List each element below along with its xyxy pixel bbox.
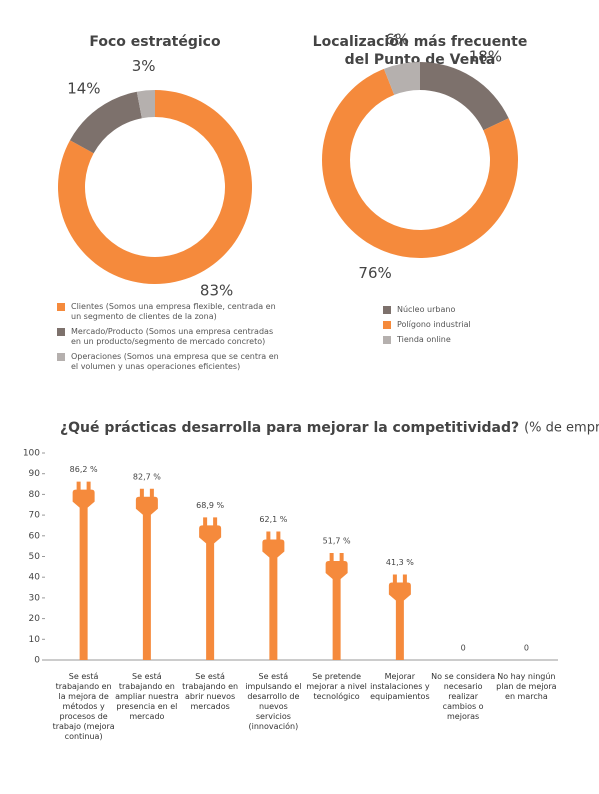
legend-item: Clientes (Somos una empresa flexible, ce… [57,302,282,322]
data-label: 0 [524,644,529,653]
legend-swatch [57,303,65,311]
x-tick-label: Se está trabajando en abrir nuevos merca… [182,672,239,711]
data-label: 62,1 % [259,515,287,524]
x-tick-label: Se pretende mejorar a nivel tecnológico [306,672,367,701]
legend-swatch [57,353,65,361]
data-label: 18% [469,47,502,65]
legend-swatch [383,336,391,344]
plug-bar [325,552,348,660]
x-tick-label: Mejorar instalaciones y equipamientos [370,672,430,701]
plug-bar [135,488,158,660]
chart-title: Localización más frecuente [313,34,528,50]
legend-label: Núcleo urbano [397,305,456,314]
legend-swatch [383,306,391,314]
plug-bar [72,481,95,660]
data-label: 0 [461,644,466,653]
y-tick-label: 70 [29,511,41,521]
chart-subtitle: (% de empresas) [524,421,599,436]
data-label: 82,7 % [133,472,161,481]
donut-slice [322,68,519,259]
legend-swatch [383,321,391,329]
data-label: 41,3 % [386,558,414,567]
x-tick-label: No hay ningún plan de mejora en marcha [496,672,557,701]
data-label: 3% [132,57,156,75]
legend-item: Tienda online [383,335,563,345]
donut-slice [383,62,420,95]
legend-label: Tienda online [397,335,451,344]
legend-label: Mercado/Producto (Somos una empresa cent… [71,327,274,346]
donut-slice [136,90,155,119]
y-tick-label: 30 [29,593,41,603]
data-label: 68,9 % [196,501,224,510]
plug-bar [199,517,222,660]
legend: Núcleo urbano Polígono industrial Tienda o… [383,305,563,350]
data-label: 6% [385,31,409,49]
legend-label: Polígono industrial [397,320,471,329]
y-tick-label: 50 [29,552,41,562]
legend-item: Mercado/Producto (Somos una empresa cent… [57,327,282,347]
x-tick-label: Se está impulsando el desarrollo de nuev… [245,672,302,731]
data-label: 86,2 % [70,465,98,474]
y-tick-label: 10 [29,635,41,645]
donut-slice [69,91,142,154]
data-label: 51,7 % [323,536,351,545]
legend-swatch [57,328,65,336]
chart-title: ¿Qué prácticas desarrolla para mejorar l… [60,420,519,436]
y-tick-label: 80 [29,490,41,500]
data-label: 76% [358,264,391,282]
y-tick-label: 40 [29,573,41,583]
x-tick-label: No se considera necesario realizar cambi… [431,672,496,721]
data-label: 83% [200,282,233,300]
chart-title: Foco estratégico [89,34,221,50]
legend: Clientes (Somos una empresa flexible, ce… [57,302,282,377]
legend-item: Polígono industrial [383,320,563,330]
y-tick-label: 60 [29,531,41,541]
plug-bar [388,574,411,660]
x-tick-label: Se está trabajando en ampliar nuestra pr… [115,672,179,721]
legend-label: Clientes (Somos una empresa flexible, ce… [71,302,276,321]
chart-title: del Punto de Venta [345,52,496,68]
legend-item: Núcleo urbano [383,305,563,315]
y-tick-label: 90 [29,469,41,479]
legend-item: Operaciones (Somos una empresa que se ce… [57,352,282,372]
y-tick-label: 0 [34,656,40,666]
legend-label: Operaciones (Somos una empresa que se ce… [71,352,279,371]
donut-slice [420,62,509,131]
data-label: 14% [67,80,100,98]
x-tick-label: Se está trabajando en la mejora de métod… [52,672,115,741]
plug-bar [262,531,285,660]
y-tick-label: 100 [23,449,40,459]
y-tick-label: 20 [29,614,41,624]
